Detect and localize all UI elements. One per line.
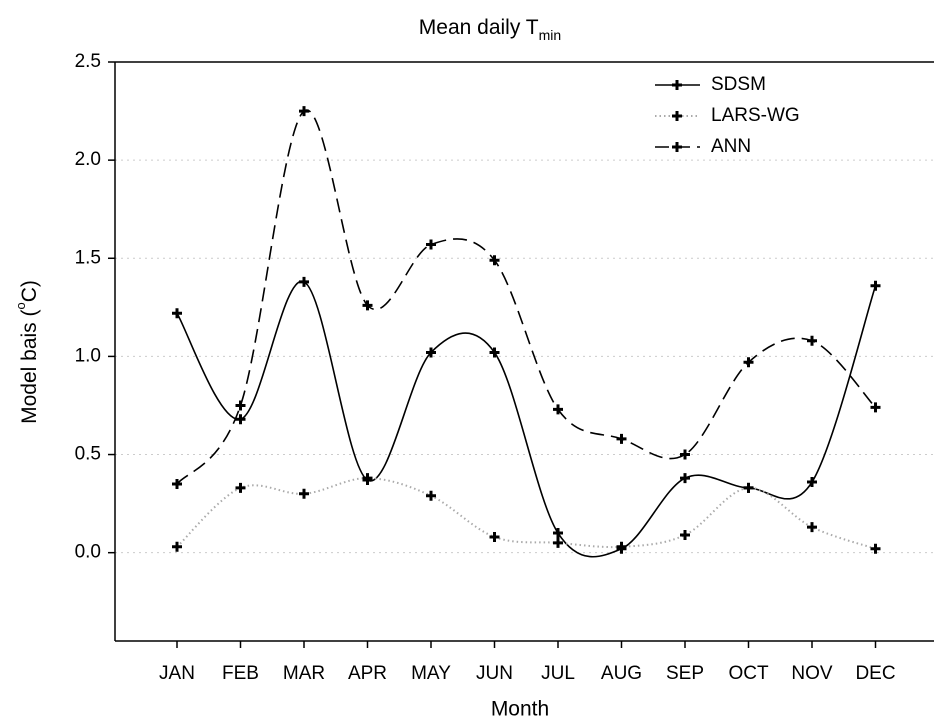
x-tick-label: DEC [855, 663, 895, 684]
y-tick-label: 0.0 [75, 542, 101, 563]
marker [743, 482, 754, 493]
marker [235, 400, 246, 411]
x-tick-label: NOV [791, 663, 833, 684]
marker [680, 530, 690, 541]
marker [426, 490, 436, 501]
marker [362, 473, 373, 484]
marker [553, 537, 563, 548]
marker [807, 477, 817, 488]
marker [172, 541, 182, 552]
marker [299, 488, 309, 499]
x-tick-label: JUN [476, 663, 513, 684]
title-subscript: min [539, 27, 562, 43]
marker [299, 106, 309, 117]
y-label-sup: o [13, 302, 28, 309]
marker [616, 541, 627, 552]
marker [807, 335, 817, 346]
x-axis-label: Month [491, 698, 549, 721]
x-tick-label: OCT [728, 663, 769, 684]
y-tick-label: 1.5 [75, 247, 101, 268]
marker [426, 239, 436, 250]
series-line [176, 280, 877, 558]
x-tick-label: SEP [666, 663, 704, 684]
marker [235, 414, 246, 425]
x-tick-label: JAN [159, 663, 195, 684]
title-main: Mean daily T [419, 16, 539, 39]
marker [870, 280, 881, 291]
marker [426, 347, 436, 358]
x-tick-label: JUL [541, 663, 575, 684]
marker [553, 404, 563, 415]
marker [680, 449, 690, 460]
marker [489, 255, 500, 266]
y-tick-label: 0.5 [75, 444, 101, 465]
marker [172, 478, 182, 489]
x-tick-label: MAY [411, 663, 451, 684]
marker [680, 473, 690, 484]
marker [807, 522, 817, 533]
marker [743, 357, 754, 368]
x-tick-label: APR [348, 663, 387, 684]
legend-label: SDSM [711, 74, 766, 95]
marker [235, 482, 246, 493]
legend-marker [672, 142, 682, 152]
y-axis-label: Model bais (oC) [13, 280, 40, 424]
marker [870, 543, 881, 554]
marker [616, 433, 627, 444]
marker [362, 300, 373, 311]
marker [172, 308, 182, 319]
y-tick-label: 2.0 [75, 149, 101, 170]
series-line [176, 477, 876, 550]
marker [489, 347, 500, 358]
x-tick-label: FEB [222, 663, 259, 684]
legend-label: LARS-WG [711, 105, 800, 126]
x-tick-label: AUG [601, 663, 642, 684]
chart-title: Mean daily Tmin [419, 16, 561, 43]
marker [489, 531, 500, 542]
marker [299, 276, 309, 287]
y-label-main: Model bais ( [18, 310, 41, 424]
series-line [176, 109, 877, 485]
legend-marker [672, 80, 682, 90]
legend-marker [672, 111, 682, 121]
y-tick-label: 2.5 [75, 51, 101, 72]
legend-label: ANN [711, 136, 751, 157]
marker [553, 528, 563, 539]
marker [870, 402, 881, 413]
x-tick-label: MAR [283, 663, 325, 684]
y-tick-label: 1.0 [75, 345, 101, 366]
y-label-end: C) [18, 280, 41, 302]
